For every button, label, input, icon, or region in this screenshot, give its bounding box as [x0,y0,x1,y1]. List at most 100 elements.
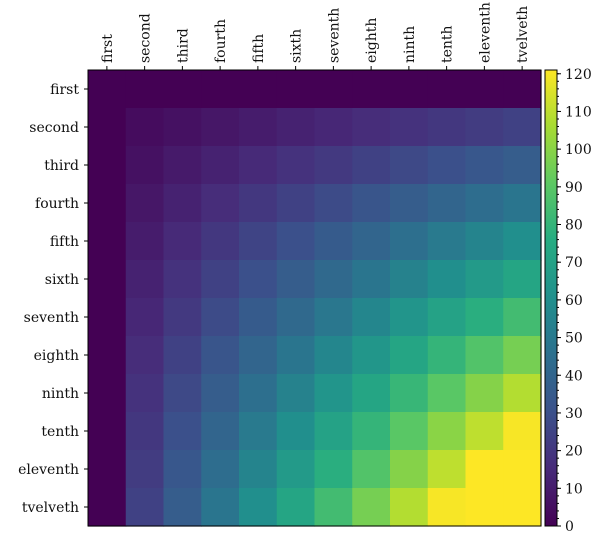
y-tick-label-ninth: ninth [42,386,79,402]
heatmap-cell-eighth-seventh [314,336,353,375]
heatmap-cell-third-tvelveth [503,146,542,185]
y-tick-label-tenth: tenth [41,424,79,440]
heatmap-cell-first-ninth [390,70,429,109]
heatmap-cell-fourth-third [163,184,202,223]
heatmap-cell-sixth-second [125,260,165,299]
heatmap-cell-fifth-seventh [314,222,353,261]
heatmap-cell-fifth-tenth [427,222,467,261]
heatmap-cell-ninth-tvelveth [503,374,542,413]
heatmap-cell-eleventh-tenth [427,450,467,489]
heatmap-cell-seventh-tenth [427,298,467,337]
heatmap-cell-tenth-sixth [276,412,316,451]
heatmap-cell-eighth-fourth [201,336,240,375]
heatmap-cell-second-ninth [390,108,429,147]
heatmap-cell-fifth-first [88,222,127,261]
heatmap-cell-third-ninth [390,146,429,185]
heatmap-cell-eleventh-third [163,450,202,489]
colorbar-label-20: 20 [565,444,583,460]
y-tick-label-fifth: fifth [50,234,79,250]
heatmap-cell-fourth-fourth [201,184,240,223]
heatmap-cell-fifth-sixth [276,222,316,261]
heatmap-cell-first-eighth [352,70,391,109]
heatmap-cell-third-first [88,146,127,185]
heatmap-cell-fourth-tvelveth [503,184,542,223]
heatmap-cell-second-tenth [427,108,467,147]
x-tick-label-fifth: fifth [251,34,267,63]
heatmap-cell-seventh-seventh [314,298,353,337]
colorbar-label-90: 90 [565,180,583,196]
heatmap-cell-tenth-first [88,412,127,451]
heatmap-cell-eleventh-eighth [352,450,391,489]
x-tick-label-seventh: seventh [326,8,342,63]
heatmap-cell-first-seventh [314,70,353,109]
y-tick-label-first: first [50,82,79,98]
x-tick-label-sixth: sixth [289,29,305,63]
heatmap-cell-fourth-second [125,184,165,223]
heatmap-cell-tvelveth-seventh [314,488,353,527]
heatmap-cell-eleventh-seventh [314,450,353,489]
x-tick-label-tenth: tenth [440,25,456,63]
heatmap-cell-fifth-third [163,222,202,261]
heatmap-cell-second-fifth [239,108,278,147]
heatmap-cell-sixth-seventh [314,260,353,299]
heatmap-cell-ninth-fourth [201,374,240,413]
heatmap-cell-eighth-second [125,336,165,375]
colorbar-gradient [544,69,558,527]
heatmap-cell-first-sixth [276,70,316,109]
colorbar-label-120: 120 [565,67,592,83]
heatmap-cell-eleventh-sixth [276,450,316,489]
heatmap-cell-ninth-first [88,374,127,413]
x-tick-label-third: third [175,28,191,63]
heatmap-cell-first-tvelveth [503,70,542,109]
y-tick-label-eleventh: eleventh [18,462,79,478]
heatmap-cell-fourth-fifth [239,184,278,223]
heatmap-cell-tenth-fourth [201,412,240,451]
heatmap-cell-tenth-ninth [390,412,429,451]
heatmap-cell-eighth-ninth [390,336,429,375]
y-tick-label-fourth: fourth [35,196,79,212]
y-tick-labels: first second third fourth fifth sixth seventh e… [18,82,88,516]
heatmap-cell-fourth-ninth [390,184,429,223]
heatmap-cell-third-eleventh [465,146,504,185]
heatmap-cell-eighth-tvelveth [503,336,542,375]
heatmap-cell-seventh-ninth [390,298,429,337]
heatmap-cell-fourth-tenth [427,184,467,223]
heatmap-cell-eleventh-tvelveth [503,450,542,489]
colorbar-label-60: 60 [565,293,583,309]
x-tick-label-ninth: ninth [402,26,418,63]
heatmap-cell-sixth-ninth [390,260,429,299]
heatmap-cell-tenth-eighth [352,412,391,451]
heatmap-cell-eighth-tenth [427,336,467,375]
heatmap-cell-ninth-second [125,374,165,413]
heatmap-cell-second-second [125,108,165,147]
heatmap-cell-second-eighth [352,108,391,147]
heatmap-cell-eighth-eleventh [465,336,504,375]
heatmap-cell-tvelveth-sixth [276,488,316,527]
heatmap-cell-tvelveth-first [88,488,127,527]
y-tick-label-seventh: seventh [24,310,79,326]
heatmap-cell-sixth-eighth [352,260,391,299]
heatmap-cell-third-eighth [352,146,391,185]
x-tick-labels: first second third fourth fifth sixth seventh e… [100,2,531,70]
x-tick-label-second: second [138,13,154,63]
heatmap-cell-first-third [163,70,202,109]
heatmap-cell-second-sixth [276,108,316,147]
heatmap-cell-sixth-fourth [201,260,240,299]
heatmap-cell-tvelveth-tvelveth [503,488,542,527]
heatmap-cell-first-fifth [239,70,278,109]
heatmap-cell-ninth-eleventh [465,374,504,413]
heatmap-cell-second-fourth [201,108,240,147]
colorbar-label-110: 110 [565,104,592,120]
colorbar-label-0: 0 [565,519,574,535]
heatmap-cell-tenth-tenth [427,412,467,451]
y-tick-label-sixth: sixth [45,272,79,288]
heatmap-cell-ninth-tenth [427,374,467,413]
heatmap-cell-seventh-third [163,298,202,337]
y-tick-label-third: third [44,158,79,174]
heatmap-cell-ninth-sixth [276,374,316,413]
heatmap-cell-third-fourth [201,146,240,185]
heatmap-cell-fourth-sixth [276,184,316,223]
heatmap-cell-tvelveth-second [125,488,165,527]
heatmap-cell-tvelveth-fifth [239,488,278,527]
plot-frame [87,69,542,527]
